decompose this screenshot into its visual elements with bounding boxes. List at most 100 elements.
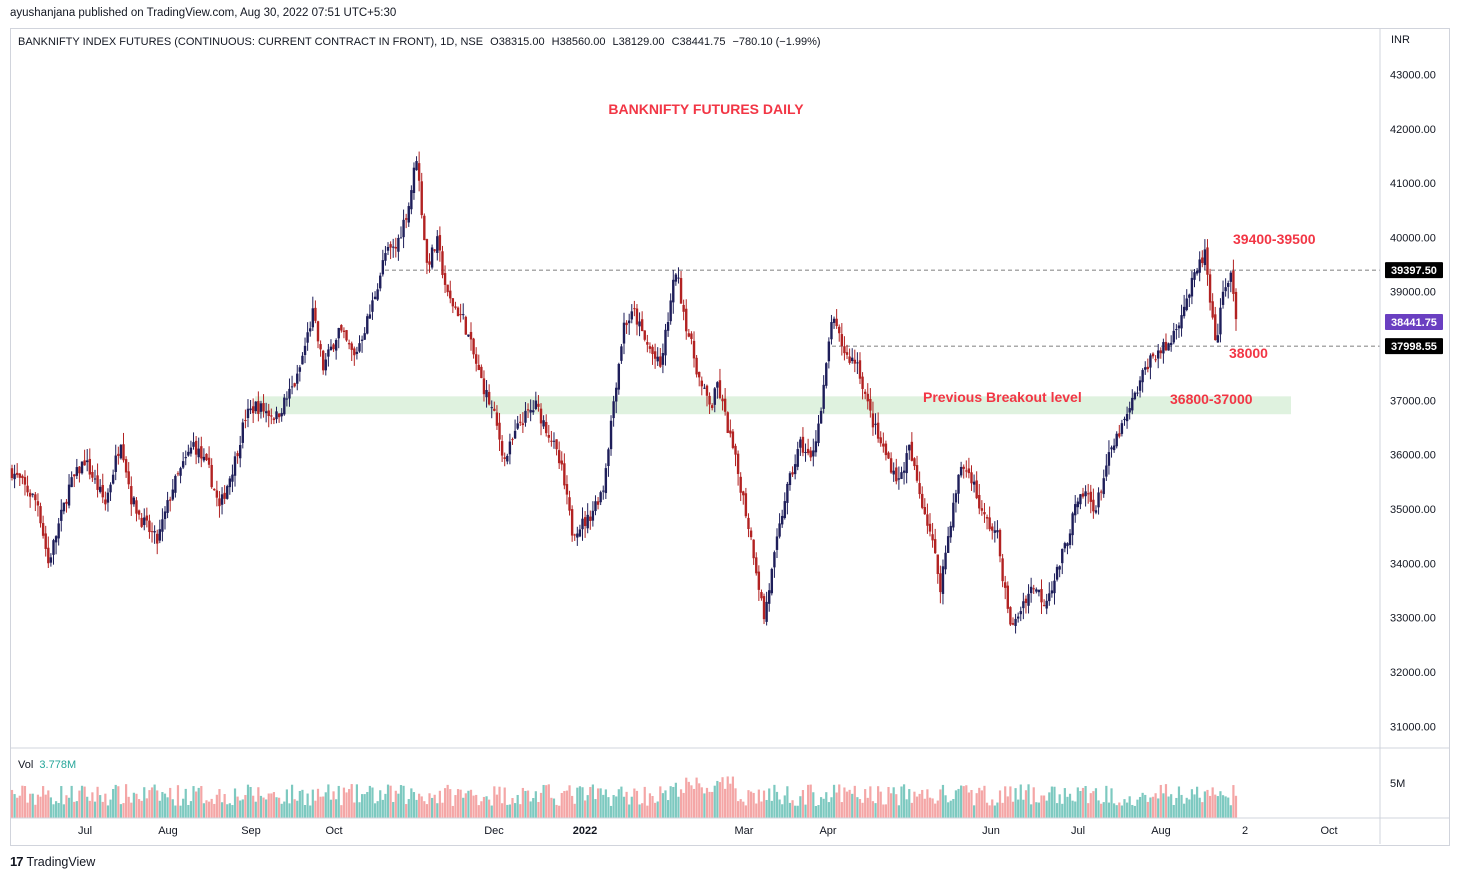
x-tick-label: Dec <box>484 825 504 837</box>
volume-bar <box>270 793 273 818</box>
candle-body <box>739 476 742 493</box>
candle-body <box>602 490 605 492</box>
candle-body <box>355 351 359 354</box>
candles <box>10 151 1238 634</box>
candle-body <box>1177 325 1181 329</box>
candle-body <box>376 289 379 300</box>
candle-body <box>54 536 58 543</box>
candle-body <box>936 554 939 575</box>
volume-bar <box>13 794 16 818</box>
volume-bar <box>508 804 511 818</box>
volume-bar <box>1076 787 1079 818</box>
volume-bar <box>643 786 646 818</box>
candle-body <box>153 531 156 533</box>
volume-bar <box>812 792 815 818</box>
volume-bar <box>589 786 592 818</box>
volume-bar <box>267 793 270 818</box>
volume-bar <box>1027 784 1030 818</box>
volume-bar <box>1154 793 1157 818</box>
volume-bar <box>1107 802 1111 818</box>
volume-bar <box>226 804 229 818</box>
volume-bar <box>692 788 696 818</box>
candle-body <box>835 318 838 327</box>
candle-body <box>423 215 426 241</box>
candle-body <box>721 398 724 402</box>
volume-bar <box>879 791 882 818</box>
candle-body <box>306 332 309 343</box>
candle-body <box>462 314 465 316</box>
candle-body <box>768 590 771 604</box>
volume-bar <box>493 786 496 818</box>
volume-bar <box>934 803 937 818</box>
candle-body <box>967 468 971 474</box>
footer-brand[interactable]: 17 TradingView <box>10 854 95 869</box>
candle-body <box>1154 359 1157 361</box>
candle-body <box>625 322 628 326</box>
volume-bar <box>503 787 506 818</box>
candle-body <box>412 167 416 193</box>
breakout-zone <box>255 396 1291 415</box>
volume-bar <box>832 784 836 818</box>
volume-bar <box>825 792 828 818</box>
volume-bar <box>1022 799 1025 818</box>
candle-body <box>399 237 403 239</box>
volume-bar <box>848 789 851 818</box>
candle-body <box>264 411 268 414</box>
candle-body <box>1061 548 1064 564</box>
volume-bar <box>143 787 146 818</box>
candle-body <box>1201 257 1204 264</box>
volume-bar <box>571 795 574 818</box>
legend-close: C38441.75 <box>671 36 726 48</box>
volume-bar <box>908 789 911 818</box>
candle-body <box>1068 533 1072 545</box>
volume-bar <box>293 799 296 818</box>
volume-bar <box>322 796 325 818</box>
volume-bar <box>1115 805 1118 818</box>
candle-body <box>1032 588 1035 590</box>
candle-body <box>1185 298 1188 311</box>
candle-body <box>1188 294 1191 298</box>
candle-body <box>65 501 68 504</box>
volume-bar <box>617 789 620 818</box>
tradingview-logo-icon: 17 <box>10 854 24 869</box>
volume-bar <box>135 793 138 818</box>
volume-bar <box>433 794 436 818</box>
volume-bar <box>822 798 825 818</box>
candle-body <box>910 441 914 461</box>
candle-body <box>547 434 550 438</box>
volume-bar <box>612 795 615 818</box>
candle-body <box>578 529 582 537</box>
volume-bar <box>223 794 226 818</box>
candle-body <box>73 474 76 477</box>
volume-bar <box>418 793 421 818</box>
candle-body <box>685 308 688 332</box>
candle-body <box>978 494 981 509</box>
candle-body <box>327 349 330 357</box>
candle-body <box>985 517 989 519</box>
candle-body <box>332 344 335 350</box>
volume-bar <box>109 799 112 818</box>
candle-body <box>1193 272 1196 280</box>
candle-body <box>607 449 610 467</box>
volume-bar <box>1214 794 1217 818</box>
volume-bar <box>285 789 288 818</box>
candle-body <box>537 403 540 407</box>
volume-bar <box>539 792 543 818</box>
candle-body <box>161 519 164 532</box>
volume-bar <box>49 797 52 818</box>
candle-body <box>436 236 439 253</box>
candle-body <box>1092 499 1095 512</box>
candle-body <box>749 530 753 538</box>
candle-body <box>200 446 203 459</box>
volume-bar <box>952 799 955 818</box>
candle-body <box>156 533 159 544</box>
volume-bar <box>340 805 343 818</box>
volume-bar <box>485 796 488 818</box>
volume-bar <box>970 789 973 818</box>
candle-body <box>672 279 675 303</box>
volume-bar <box>864 789 867 818</box>
volume-bar <box>591 784 594 818</box>
volume-bar <box>1175 797 1178 818</box>
x-tick-label: Jul <box>78 825 92 837</box>
